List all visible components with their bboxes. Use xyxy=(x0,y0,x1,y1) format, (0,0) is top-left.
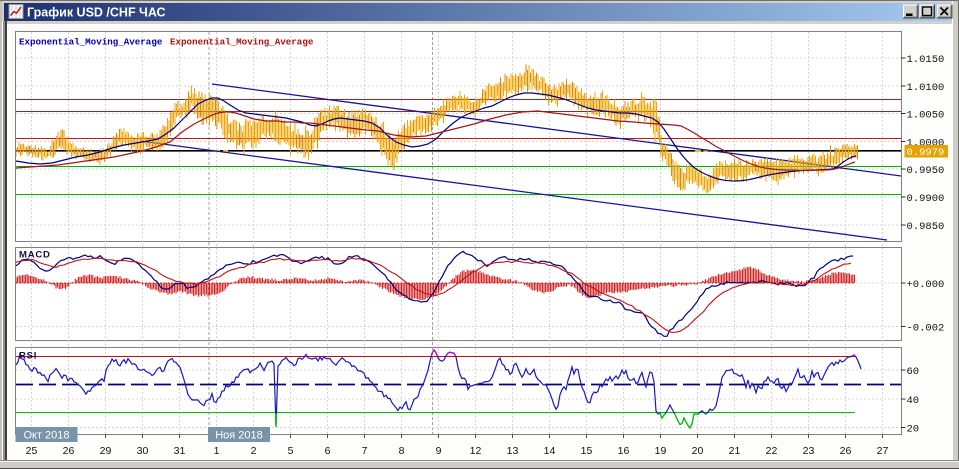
svg-text:1.0100: 1.0100 xyxy=(907,82,945,94)
svg-text:25: 25 xyxy=(26,445,38,457)
svg-text:40: 40 xyxy=(907,395,920,407)
svg-text:15: 15 xyxy=(581,445,593,457)
svg-text:16: 16 xyxy=(618,445,630,457)
svg-text:-0.002: -0.002 xyxy=(907,322,945,334)
svg-text:19: 19 xyxy=(655,445,667,457)
svg-text:RSI: RSI xyxy=(19,351,37,362)
svg-text:1.0150: 1.0150 xyxy=(907,54,945,66)
svg-text:0.9850: 0.9850 xyxy=(907,221,945,233)
svg-text:5: 5 xyxy=(288,445,294,457)
svg-text:22: 22 xyxy=(766,445,778,457)
svg-text:29: 29 xyxy=(100,445,112,457)
svg-text:9: 9 xyxy=(436,445,442,457)
svg-text:Exponential_Moving_Average: Exponential_Moving_Average xyxy=(170,37,314,48)
svg-text:14: 14 xyxy=(544,445,556,457)
svg-text:Окт 2018: Окт 2018 xyxy=(23,430,69,442)
svg-text:60: 60 xyxy=(907,366,920,378)
svg-text:0.9900: 0.9900 xyxy=(907,193,945,205)
svg-text:23: 23 xyxy=(803,445,815,457)
svg-text:20: 20 xyxy=(907,423,920,435)
svg-text:21: 21 xyxy=(729,445,741,457)
svg-text:30: 30 xyxy=(137,445,149,457)
svg-text:График USD /CHF ЧАС: График USD /CHF ЧАС xyxy=(27,6,166,20)
svg-text:26: 26 xyxy=(63,445,75,457)
svg-text:6: 6 xyxy=(325,445,331,457)
svg-text:7: 7 xyxy=(362,445,368,457)
svg-text:Ноя 2018: Ноя 2018 xyxy=(215,430,263,442)
svg-text:1: 1 xyxy=(214,445,220,457)
svg-text:31: 31 xyxy=(174,445,186,457)
svg-text:0.9979: 0.9979 xyxy=(907,147,945,159)
svg-text:12: 12 xyxy=(470,445,482,457)
svg-text:1.0050: 1.0050 xyxy=(907,109,945,121)
svg-text:20: 20 xyxy=(692,445,704,457)
svg-text:Exponential_Moving_Average: Exponential_Moving_Average xyxy=(19,37,163,48)
svg-text:26: 26 xyxy=(840,445,852,457)
svg-text:0.9950: 0.9950 xyxy=(907,165,945,177)
svg-text:27: 27 xyxy=(877,445,889,457)
svg-text:8: 8 xyxy=(399,445,405,457)
svg-text:2: 2 xyxy=(251,445,257,457)
svg-text:MACD: MACD xyxy=(19,250,51,261)
svg-text:+0.000: +0.000 xyxy=(907,279,945,291)
svg-text:13: 13 xyxy=(507,445,519,457)
